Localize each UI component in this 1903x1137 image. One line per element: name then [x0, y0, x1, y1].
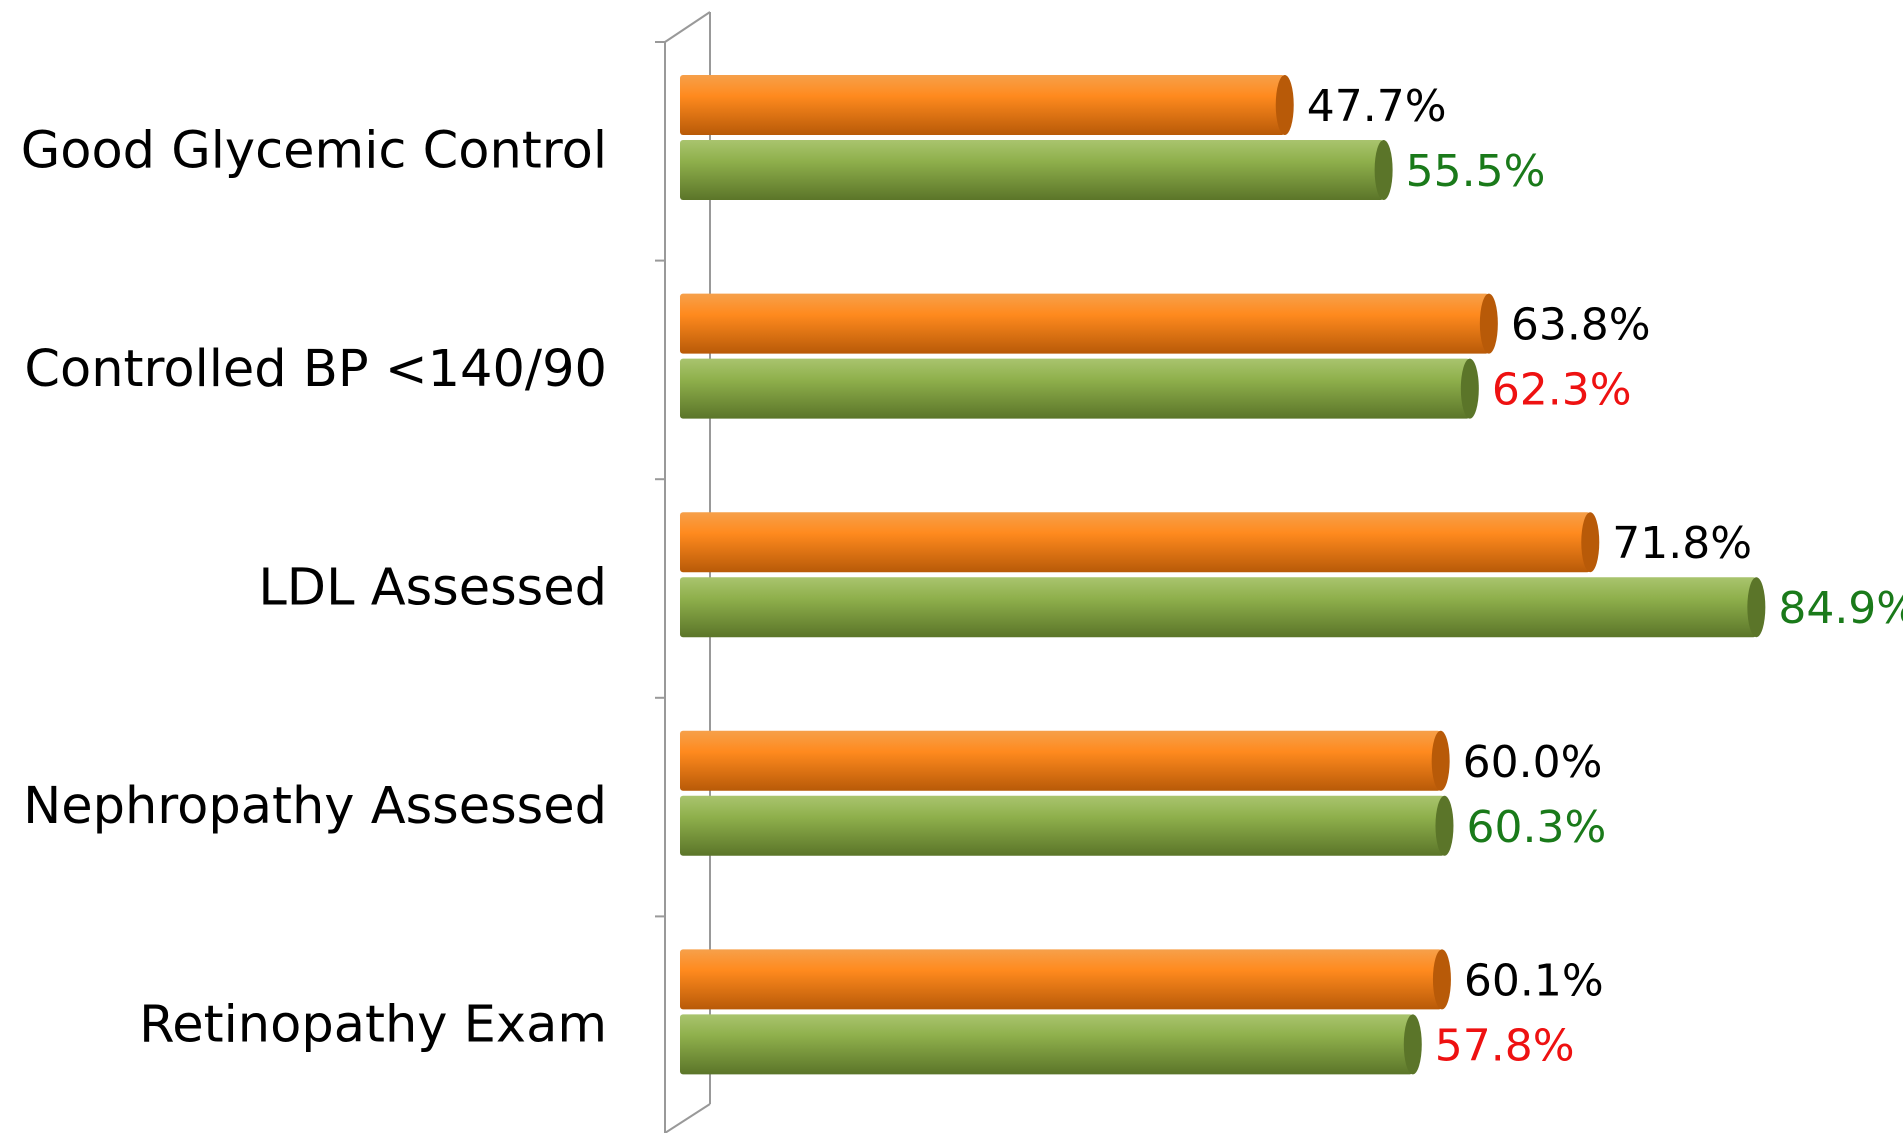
value-label: 60.3%	[1466, 802, 1606, 853]
bar	[680, 512, 1591, 573]
bar-cap	[1275, 75, 1294, 135]
category-label: LDL Assessed	[258, 559, 607, 618]
bar-cap	[1432, 949, 1451, 1010]
bar-cap	[1435, 795, 1454, 856]
bar	[680, 140, 1384, 200]
value-label: 63.8%	[1511, 300, 1651, 351]
bar-cap	[1479, 293, 1498, 354]
bar	[680, 577, 1757, 638]
category-label: Retinopathy Exam	[139, 996, 607, 1055]
bar-cap	[1581, 512, 1600, 573]
value-label: 62.3%	[1492, 365, 1632, 416]
value-label: 71.8%	[1612, 518, 1752, 569]
bar-cap	[1747, 577, 1766, 638]
bar	[680, 293, 1489, 354]
bar	[680, 75, 1285, 135]
value-label: 57.8%	[1435, 1020, 1575, 1071]
bar	[680, 358, 1470, 419]
bar-cap	[1431, 730, 1450, 791]
category-label: Good Glycemic Control	[21, 121, 607, 180]
bar	[680, 949, 1442, 1010]
value-label: 84.9%	[1778, 583, 1903, 634]
bar-cap	[1403, 1014, 1422, 1075]
bar	[680, 1014, 1413, 1075]
bar-cap	[1374, 140, 1393, 200]
value-label: 47.7%	[1307, 81, 1447, 132]
category-label: Nephropathy Assessed	[23, 777, 607, 836]
value-label: 55.5%	[1406, 146, 1546, 197]
value-label: 60.1%	[1464, 955, 1604, 1006]
bar	[680, 795, 1445, 856]
category-label: Controlled BP <140/90	[24, 340, 607, 399]
bar-cap	[1460, 358, 1479, 419]
bar	[680, 730, 1441, 791]
value-label: 60.0%	[1463, 737, 1603, 788]
